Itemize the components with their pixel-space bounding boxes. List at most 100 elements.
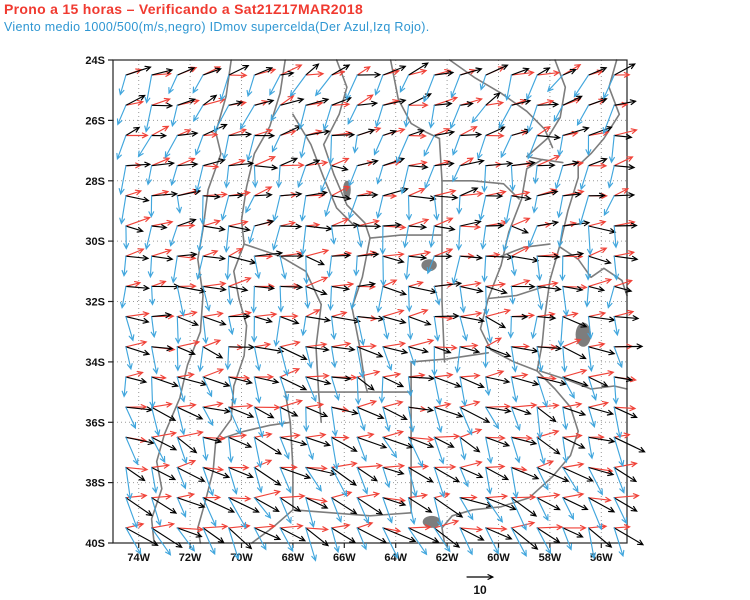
wind-arrow — [485, 160, 514, 167]
wind-arrow — [279, 464, 298, 471]
wind-arrow — [125, 132, 149, 139]
wind-arrow — [407, 338, 435, 348]
wind-arrow — [407, 102, 429, 109]
wind-arrow — [356, 94, 374, 106]
wind-arrow — [279, 406, 299, 417]
wind-arrow — [459, 466, 469, 488]
wind-arrow — [279, 64, 303, 76]
wind-arrow — [587, 346, 616, 356]
wind-arrow — [382, 316, 390, 340]
wind-arrow — [228, 436, 253, 448]
wind-arrow — [613, 405, 637, 412]
wind-arrow — [459, 376, 485, 389]
wind-arrow — [382, 466, 405, 476]
wind-arrow — [536, 70, 561, 77]
wind-arrow — [228, 376, 237, 405]
wind-arrow — [612, 376, 619, 405]
wind-arrow — [536, 101, 560, 108]
wind-arrow — [356, 521, 374, 529]
wind-arrow — [562, 316, 588, 328]
wind-arrow — [407, 436, 435, 448]
wind-arrow — [125, 94, 146, 106]
wind-arrow — [433, 466, 446, 498]
wind-arrow — [613, 250, 636, 257]
wind-arrow — [151, 497, 162, 527]
wind-arrow — [382, 463, 406, 470]
wind-arrow — [176, 285, 207, 294]
wind-arrow — [536, 376, 548, 408]
wind-arrow — [536, 497, 549, 522]
wind-arrow — [459, 400, 481, 408]
wind-arrow — [452, 165, 461, 183]
wind-arrow — [305, 97, 330, 106]
y-tick-label: 36S — [85, 417, 105, 429]
wind-arrow — [151, 436, 166, 464]
wind-arrow — [536, 524, 564, 531]
wind-arrow — [526, 74, 538, 101]
wind-arrow — [228, 128, 248, 137]
wind-arrow — [356, 346, 365, 379]
wind-arrow — [151, 462, 171, 469]
grid-lines — [113, 59, 627, 544]
wind-arrow — [330, 497, 342, 524]
wind-arrow — [456, 195, 463, 215]
wind-arrow — [253, 346, 285, 354]
wind-arrow — [433, 406, 464, 418]
wind-arrow — [125, 346, 133, 371]
wind-arrow — [613, 436, 646, 453]
wind-arrow — [433, 70, 455, 77]
wind-arrow — [228, 131, 253, 138]
wind-arrow — [174, 346, 181, 372]
wind-arrow — [356, 491, 381, 499]
wind-arrow — [433, 129, 456, 137]
wind-arrow — [433, 497, 443, 528]
wind-arrow — [500, 134, 512, 159]
wind-arrow — [510, 376, 540, 387]
wind-arrow — [125, 161, 152, 168]
wind-arrow — [345, 74, 358, 101]
wind-arrow — [433, 316, 440, 342]
wind-arrow — [330, 346, 337, 369]
wind-arrow — [279, 157, 299, 167]
wind-arrow — [125, 370, 144, 378]
wind-arrow — [305, 497, 316, 528]
wind-arrow — [613, 128, 638, 137]
wind-arrow — [556, 195, 564, 219]
wind-arrow — [613, 188, 630, 197]
wind-arrow — [202, 527, 216, 556]
wind-arrow — [459, 285, 466, 314]
wind-arrow — [356, 251, 380, 258]
wind-arrow — [305, 71, 325, 78]
wind-arrow — [510, 255, 517, 277]
wind-arrow — [553, 104, 564, 123]
wind-arrow — [330, 375, 352, 382]
wind-arrow — [382, 341, 407, 348]
wind-arrow — [532, 165, 539, 185]
wind-arrow — [202, 67, 222, 76]
wind-arrow — [224, 255, 231, 281]
map-border-pilcomayo — [448, 59, 554, 149]
map-border-cordoba-west — [351, 237, 371, 393]
wind-arrow — [498, 104, 512, 129]
wind-arrow — [305, 497, 328, 504]
wind-arrow — [176, 497, 187, 518]
wind-arrow — [587, 316, 594, 340]
wind-arrow — [433, 128, 451, 137]
map-border-uruguay-brazil — [559, 246, 628, 297]
wind-arrow — [202, 497, 217, 528]
wind-arrow — [433, 466, 461, 483]
wind-arrow — [125, 248, 145, 257]
wind-arrow — [228, 527, 240, 561]
wind-arrow — [423, 74, 435, 103]
wind-arrow — [253, 406, 264, 439]
wind-arrow — [607, 165, 615, 189]
wind-arrow — [433, 402, 452, 408]
wind-arrow — [176, 430, 204, 438]
wind-arrow — [151, 406, 177, 421]
wind-arrow — [587, 527, 596, 560]
wind-arrow — [150, 316, 157, 339]
wind-arrow — [536, 67, 551, 76]
wind-arrow — [471, 104, 487, 124]
wind-arrow — [202, 376, 231, 388]
x-tick-label: 68W — [282, 552, 305, 564]
